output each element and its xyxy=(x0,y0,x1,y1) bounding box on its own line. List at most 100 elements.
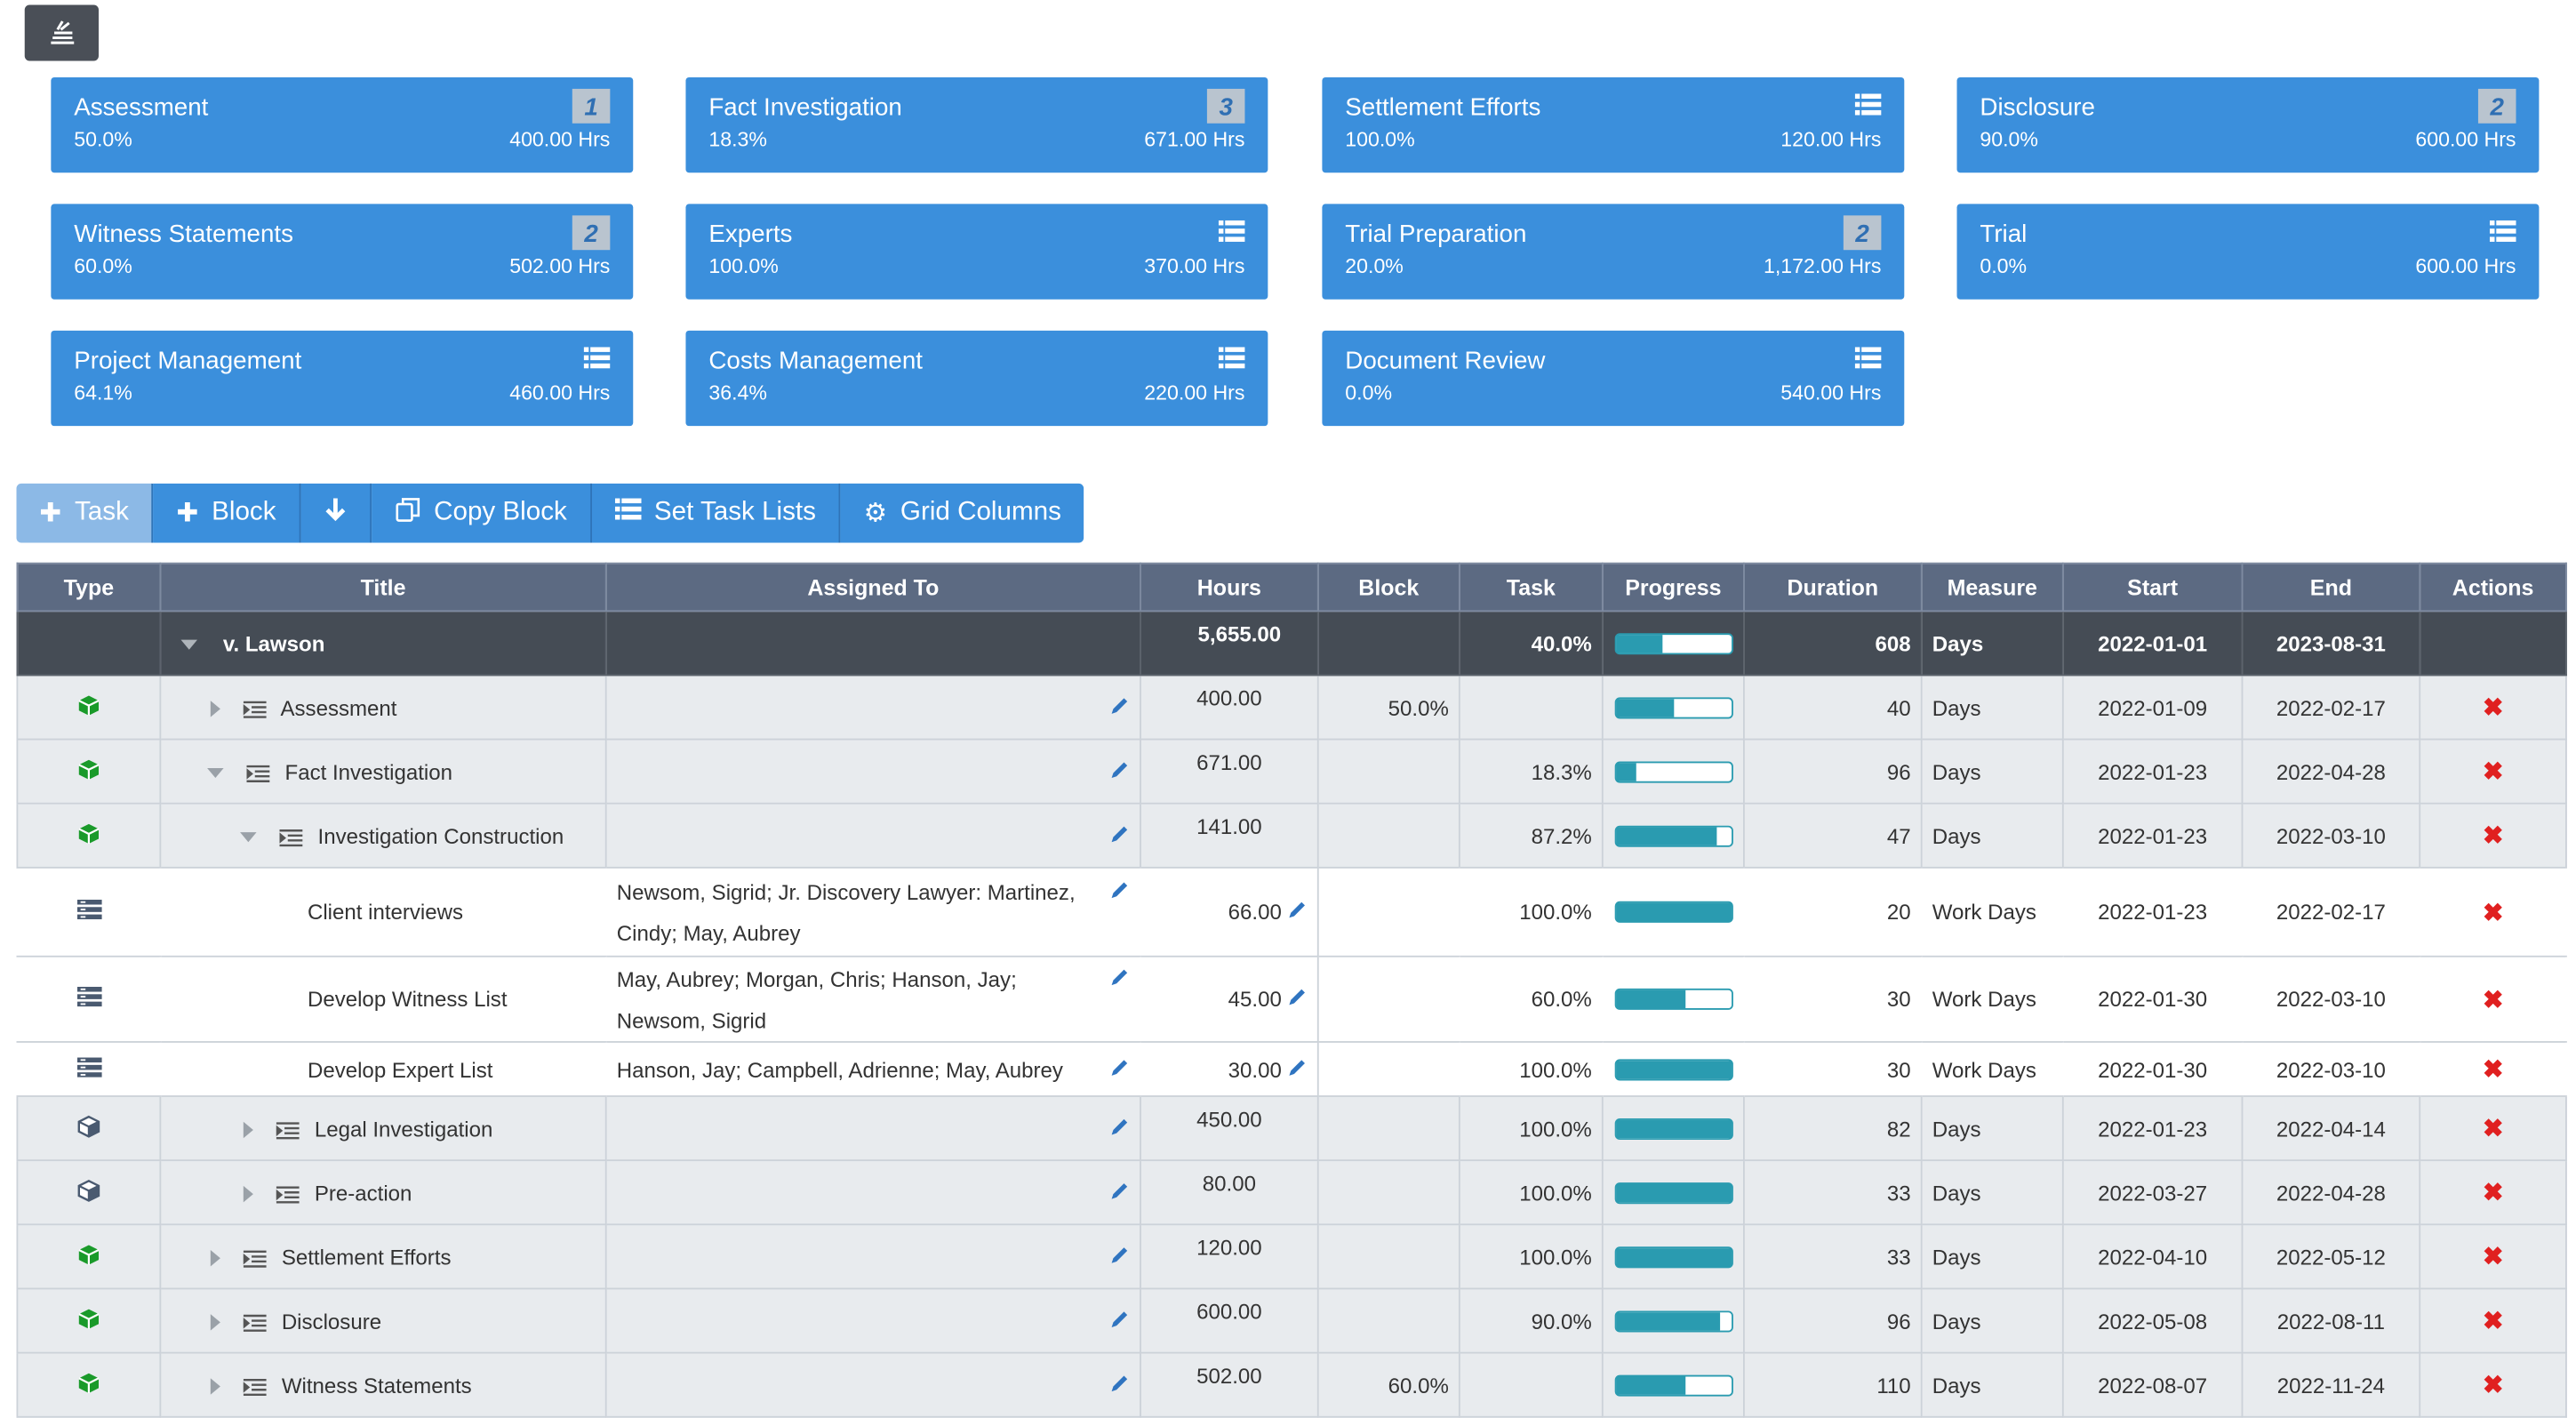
delete-icon[interactable]: ✖ xyxy=(2419,1095,2567,1162)
edit-assignees-icon[interactable] xyxy=(1110,958,1130,999)
card-costs-management[interactable]: Costs Management 36.4% 220.00 Hrs xyxy=(685,330,1268,427)
col-end[interactable]: End xyxy=(2241,562,2421,613)
table-row[interactable]: Settlement Efforts 120.00 100.0% 33 Days… xyxy=(16,1223,2567,1290)
table-row[interactable]: Client interviews Newsom, Sigrid; Jr. Di… xyxy=(16,866,2567,957)
delete-icon[interactable]: ✖ xyxy=(2419,738,2567,805)
edit-assignees-icon[interactable] xyxy=(604,1159,1141,1226)
delete-icon[interactable]: ✖ xyxy=(2419,1351,2567,1418)
col-measure[interactable]: Measure xyxy=(1920,562,2064,613)
table-row[interactable]: Witness Statements 502.00 60.0% 110 Days… xyxy=(16,1351,2567,1418)
stack-menu-button[interactable] xyxy=(24,4,99,61)
table-row[interactable]: Develop Witness List May, Aubrey; Morgan… xyxy=(16,955,2567,1043)
card-percent: 50.0% xyxy=(74,128,132,152)
edit-assignees-icon[interactable] xyxy=(1110,1048,1130,1089)
delete-icon[interactable]: ✖ xyxy=(2419,802,2567,869)
progress-cell xyxy=(1601,674,1745,741)
expand-icon[interactable] xyxy=(210,1314,220,1331)
row-title: Client interviews xyxy=(159,866,607,957)
grid-columns-button[interactable]: ⚙ Grid Columns xyxy=(840,483,1084,543)
collapse-icon[interactable] xyxy=(180,639,197,650)
expand-icon[interactable] xyxy=(243,1121,253,1139)
card-trial-preparation[interactable]: Trial Preparation 2 20.0% 1,172.00 Hrs xyxy=(1322,204,1905,300)
expand-icon[interactable] xyxy=(243,1185,253,1203)
table-row[interactable]: Disclosure 600.00 90.0% 96 Days 2022-05-… xyxy=(16,1287,2567,1354)
expand-icon[interactable] xyxy=(210,701,220,717)
task-type-icon xyxy=(16,955,162,1043)
row-start: 2022-01-30 xyxy=(2061,1041,2244,1097)
col-progress[interactable]: Progress xyxy=(1601,562,1745,613)
edit-assignees-icon[interactable] xyxy=(604,1223,1141,1290)
row-title: Develop Witness List xyxy=(159,955,607,1043)
expand-icon[interactable] xyxy=(210,1250,220,1267)
progress-cell xyxy=(1601,738,1745,805)
card-fact-investigation[interactable]: Fact Investigation 3 18.3% 671.00 Hrs xyxy=(685,76,1268,173)
card-experts[interactable]: Experts 100.0% 370.00 Hrs xyxy=(685,204,1268,300)
card-project-management[interactable]: Project Management 64.1% 460.00 Hrs xyxy=(51,330,634,427)
delete-icon[interactable]: ✖ xyxy=(2419,1287,2567,1354)
row-start: 2022-04-10 xyxy=(2061,1223,2244,1290)
card-document-review[interactable]: Document Review 0.0% 540.00 Hrs xyxy=(1322,330,1905,427)
card-trial[interactable]: Trial 0.0% 600.00 Hrs xyxy=(1956,204,2540,300)
row-measure: Work Days xyxy=(1920,866,2064,957)
table-row[interactable]: Investigation Construction 141.00 87.2% … xyxy=(16,802,2567,869)
col-type[interactable]: Type xyxy=(16,562,162,613)
add-task-button[interactable]: ✚ Task xyxy=(16,483,154,543)
delete-icon[interactable]: ✖ xyxy=(2419,674,2567,741)
col-title[interactable]: Title xyxy=(159,562,607,613)
table-row[interactable]: Fact Investigation 671.00 18.3% 96 Days … xyxy=(16,738,2567,805)
row-end: 2022-03-10 xyxy=(2241,802,2421,869)
copy-block-button[interactable]: Copy Block xyxy=(371,483,592,543)
col-task[interactable]: Task xyxy=(1458,562,1604,613)
card-disclosure[interactable]: Disclosure 2 90.0% 600.00 Hrs xyxy=(1956,76,2540,173)
edit-assignees-icon[interactable] xyxy=(1110,871,1130,912)
progress-cell xyxy=(1601,1041,1745,1097)
table-row[interactable]: Legal Investigation 450.00 100.0% 82 Day… xyxy=(16,1095,2567,1162)
progress-bar xyxy=(1613,760,1732,782)
col-assigned[interactable]: Assigned To xyxy=(604,562,1141,613)
card-percent: 0.0% xyxy=(1980,254,2028,278)
assigned-cell: Hanson, Jay; Campbell, Adrienne; May, Au… xyxy=(604,1041,1141,1097)
card-witness-statements[interactable]: Witness Statements 2 60.0% 502.00 Hrs xyxy=(51,204,634,300)
edit-assignees-icon[interactable] xyxy=(604,674,1141,741)
card-assessment[interactable]: Assessment 1 50.0% 400.00 Hrs xyxy=(51,76,634,173)
edit-hours-icon[interactable] xyxy=(1288,1057,1308,1082)
edit-assignees-icon[interactable] xyxy=(604,1351,1141,1418)
delete-icon[interactable]: ✖ xyxy=(2419,1041,2567,1097)
table-row[interactable]: Assessment 400.00 50.0% 40 Days 2022-01-… xyxy=(16,674,2567,741)
table-row-root[interactable]: v. Lawson 5,655.00 40.0% 608 Days 2022-0… xyxy=(16,610,2567,677)
progress-cell xyxy=(1601,802,1745,869)
table-row[interactable]: Develop Expert List Hanson, Jay; Campbel… xyxy=(16,1041,2567,1097)
type-cell xyxy=(16,610,162,677)
card-badge: 2 xyxy=(572,215,611,251)
delete-icon[interactable]: ✖ xyxy=(2419,955,2567,1043)
edit-assignees-icon[interactable] xyxy=(604,802,1141,869)
delete-icon[interactable]: ✖ xyxy=(2419,866,2567,957)
card-settlement-efforts[interactable]: Settlement Efforts 100.0% 120.00 Hrs xyxy=(1322,76,1905,173)
card-hours: 671.00 Hrs xyxy=(1144,128,1245,152)
edit-assignees-icon[interactable] xyxy=(604,738,1141,805)
edit-hours-icon[interactable] xyxy=(1288,987,1308,1012)
col-hours[interactable]: Hours xyxy=(1140,562,1319,613)
collapse-icon[interactable] xyxy=(207,768,224,779)
col-actions[interactable]: Actions xyxy=(2419,562,2567,613)
block-type-green-icon xyxy=(16,802,162,869)
add-block-button[interactable]: ✚ Block xyxy=(153,483,301,543)
col-start[interactable]: Start xyxy=(2061,562,2244,613)
card-hours: 600.00 Hrs xyxy=(2415,254,2516,278)
col-duration[interactable]: Duration xyxy=(1743,562,1923,613)
card-title: Trial xyxy=(1980,220,2028,249)
collapse-icon[interactable] xyxy=(240,832,257,843)
delete-icon[interactable]: ✖ xyxy=(2419,1159,2567,1226)
delete-icon[interactable]: ✖ xyxy=(2419,1223,2567,1290)
table-row[interactable]: Pre-action 80.00 100.0% 33 Days 2022-03-… xyxy=(16,1159,2567,1226)
row-end: 2022-02-17 xyxy=(2241,866,2421,957)
expand-icon[interactable] xyxy=(210,1378,220,1395)
col-block[interactable]: Block xyxy=(1316,562,1460,613)
row-task xyxy=(1458,674,1604,741)
move-down-button[interactable] xyxy=(300,483,372,543)
edit-assignees-icon[interactable] xyxy=(604,1287,1141,1354)
set-task-lists-button[interactable]: Set Task Lists xyxy=(591,483,841,543)
row-start: 2022-01-01 xyxy=(2061,610,2244,677)
edit-assignees-icon[interactable] xyxy=(604,1095,1141,1162)
edit-hours-icon[interactable] xyxy=(1288,900,1308,925)
